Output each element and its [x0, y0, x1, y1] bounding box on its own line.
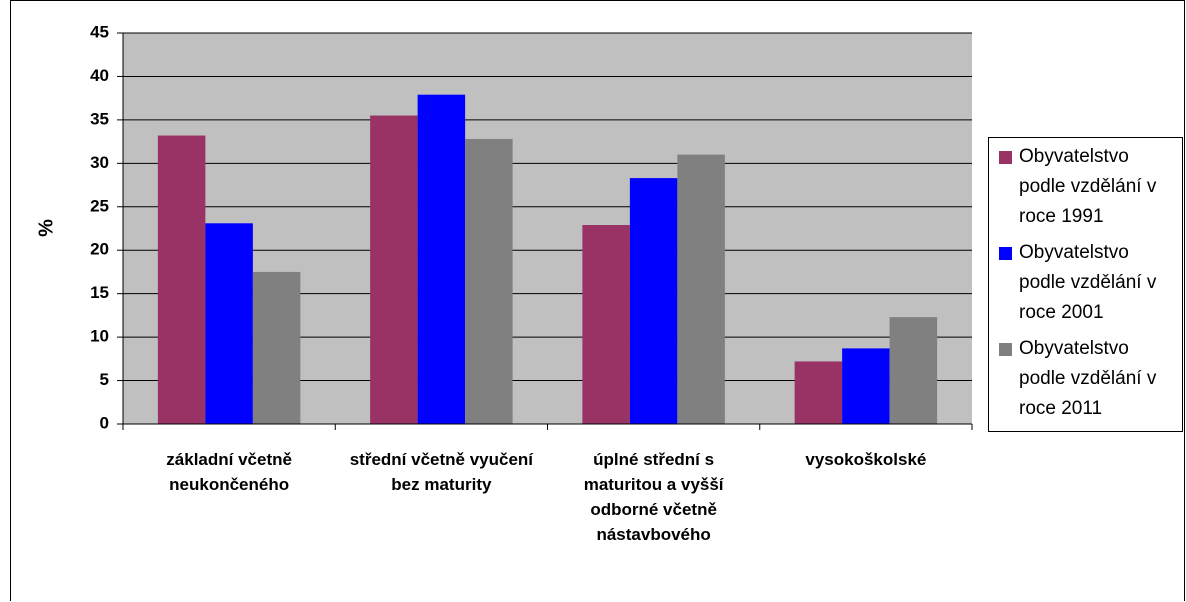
y-tick-label: 20	[90, 240, 109, 259]
x-tick-label: úplné střední s maturitou a vyšší odborn…	[583, 450, 724, 544]
y-tick-label: 40	[90, 66, 109, 85]
legend: Obyvatelstvo podle vzdělání v roce 1991 O…	[988, 137, 1183, 432]
y-tick-label: 5	[100, 370, 109, 389]
bar	[677, 154, 725, 424]
x-tick-label: střední včetně vyučení bez maturity	[349, 450, 534, 494]
y-tick-label: 30	[90, 153, 109, 172]
y-tick-label: 0	[100, 413, 109, 432]
bar	[417, 94, 466, 425]
x-tick-label: vysokoškolské	[805, 450, 927, 469]
bar	[465, 139, 513, 424]
legend-swatch	[999, 151, 1012, 164]
legend-swatch	[999, 247, 1012, 260]
y-tick-label: 45	[90, 22, 109, 41]
y-axis-label: %	[35, 219, 57, 237]
legend-label: Obyvatelstvo podle vzdělání v roce 1991	[1019, 146, 1157, 227]
bar	[157, 135, 206, 425]
bar	[629, 178, 678, 424]
bar	[370, 115, 418, 425]
y-tick-label: 15	[90, 283, 109, 302]
legend-swatch	[999, 343, 1012, 356]
chart-frame	[10, 0, 1185, 601]
bar	[794, 361, 843, 424]
x-tick-label: základní včetně neukončeného	[166, 450, 292, 494]
bar	[889, 317, 938, 424]
legend-label: Obyvatelstvo podle vzdělání v roce 2001	[1019, 242, 1157, 323]
y-tick-label: 25	[90, 196, 109, 215]
bar	[582, 225, 630, 424]
y-tick-label: 10	[90, 327, 109, 346]
legend-item: Obyvatelstvo podle vzdělání v roce 1991	[995, 142, 1176, 232]
bar	[842, 348, 890, 424]
legend-item: Obyvatelstvo podle vzdělání v roce 2001	[995, 238, 1176, 328]
y-tick-label: 35	[90, 109, 109, 128]
bar	[252, 271, 301, 424]
legend-item: Obyvatelstvo podle vzdělání v roce 2011	[995, 334, 1176, 424]
legend-label: Obyvatelstvo podle vzdělání v roce 2011	[1019, 338, 1157, 419]
bar	[205, 223, 253, 424]
